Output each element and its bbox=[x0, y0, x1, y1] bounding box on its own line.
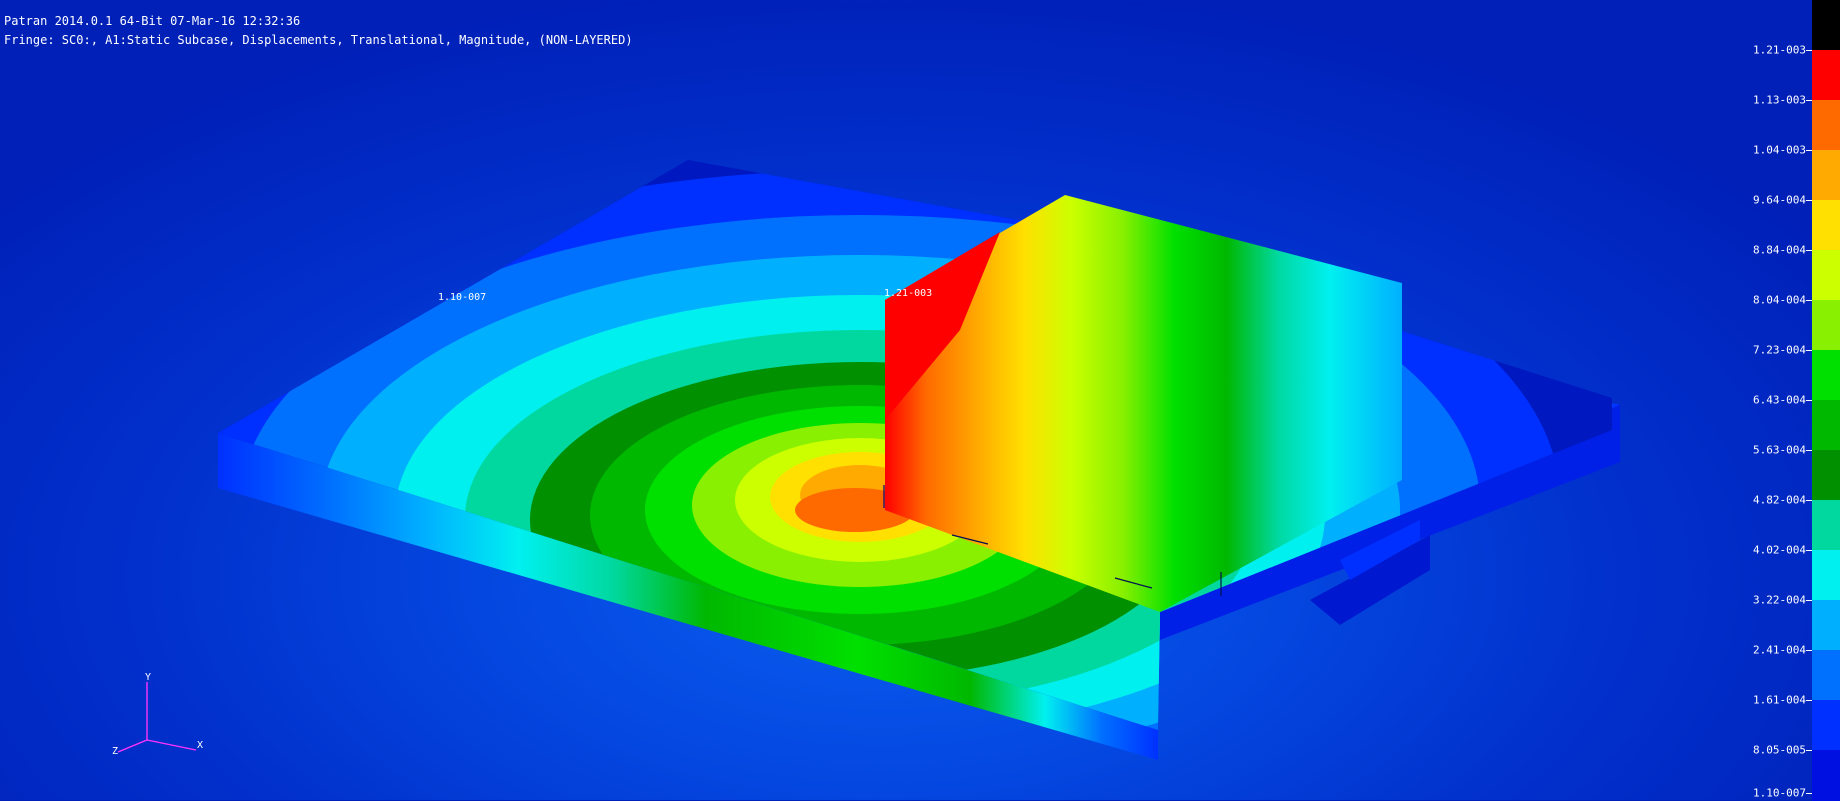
fringe-legend bbox=[1812, 0, 1840, 801]
legend-tick bbox=[1806, 793, 1812, 794]
legend-value: 8.05-005 bbox=[1753, 743, 1806, 757]
legend-band bbox=[1812, 150, 1840, 201]
legend-value: 1.61-004 bbox=[1753, 693, 1806, 707]
legend-band bbox=[1812, 500, 1840, 551]
legend-value: 3.22-004 bbox=[1753, 593, 1806, 607]
legend-value: 2.41-004 bbox=[1753, 643, 1806, 657]
legend-band bbox=[1812, 550, 1840, 601]
legend-tick bbox=[1806, 350, 1812, 351]
legend-band bbox=[1812, 0, 1840, 51]
legend-band bbox=[1812, 200, 1840, 251]
legend-tick bbox=[1806, 250, 1812, 251]
coordinate-triad: Y X Z bbox=[112, 672, 203, 757]
front-face bbox=[218, 433, 1158, 760]
min-value-label: 1.10-007 bbox=[438, 292, 487, 303]
legend-tick bbox=[1806, 400, 1812, 401]
legend-band bbox=[1812, 750, 1840, 801]
triad-x-label: X bbox=[197, 740, 203, 751]
legend-value: 4.82-004 bbox=[1753, 493, 1806, 507]
legend-tick bbox=[1806, 300, 1812, 301]
legend-tick bbox=[1806, 550, 1812, 551]
legend-value: 1.10-007 bbox=[1753, 786, 1806, 800]
legend-tick bbox=[1806, 150, 1812, 151]
legend-value: 1.13-003 bbox=[1753, 93, 1806, 107]
wall-front bbox=[885, 195, 1402, 612]
triad-z-label: Z bbox=[112, 746, 118, 757]
legend-band bbox=[1812, 400, 1840, 451]
legend-value: 4.02-004 bbox=[1753, 543, 1806, 557]
legend-value: 1.04-003 bbox=[1753, 143, 1806, 157]
legend-value: 6.43-004 bbox=[1753, 393, 1806, 407]
legend-band bbox=[1812, 350, 1840, 401]
legend-tick bbox=[1806, 450, 1812, 451]
legend-value: 8.84-004 bbox=[1753, 243, 1806, 257]
legend-band bbox=[1812, 650, 1840, 701]
legend-band bbox=[1812, 100, 1840, 151]
legend-band bbox=[1812, 300, 1840, 351]
legend-value: 8.04-004 bbox=[1753, 293, 1806, 307]
legend-tick bbox=[1806, 50, 1812, 51]
legend-value: 1.21-003 bbox=[1753, 43, 1806, 57]
legend-band bbox=[1812, 600, 1840, 651]
triad-y-label: Y bbox=[145, 672, 151, 683]
legend-tick bbox=[1806, 500, 1812, 501]
legend-tick bbox=[1806, 700, 1812, 701]
wall-red-zone bbox=[885, 232, 1000, 420]
legend-band bbox=[1812, 250, 1840, 301]
legend-value: 5.63-004 bbox=[1753, 443, 1806, 457]
legend-tick bbox=[1806, 650, 1812, 651]
legend-tick bbox=[1806, 100, 1812, 101]
legend-band bbox=[1812, 450, 1840, 501]
max-value-label: 1.21-003 bbox=[884, 288, 933, 299]
fringe-description: Fringe: SC0:, A1:Static Subcase, Displac… bbox=[4, 33, 633, 47]
legend-band bbox=[1812, 700, 1840, 751]
app-title: Patran 2014.0.1 64-Bit 07-Mar-16 12:32:3… bbox=[4, 14, 301, 28]
legend-band bbox=[1812, 50, 1840, 101]
legend-tick bbox=[1806, 600, 1812, 601]
legend-tick bbox=[1806, 200, 1812, 201]
legend-value: 7.23-004 bbox=[1753, 343, 1806, 357]
legend-value: 9.64-004 bbox=[1753, 193, 1806, 207]
legend-tick bbox=[1806, 750, 1812, 751]
